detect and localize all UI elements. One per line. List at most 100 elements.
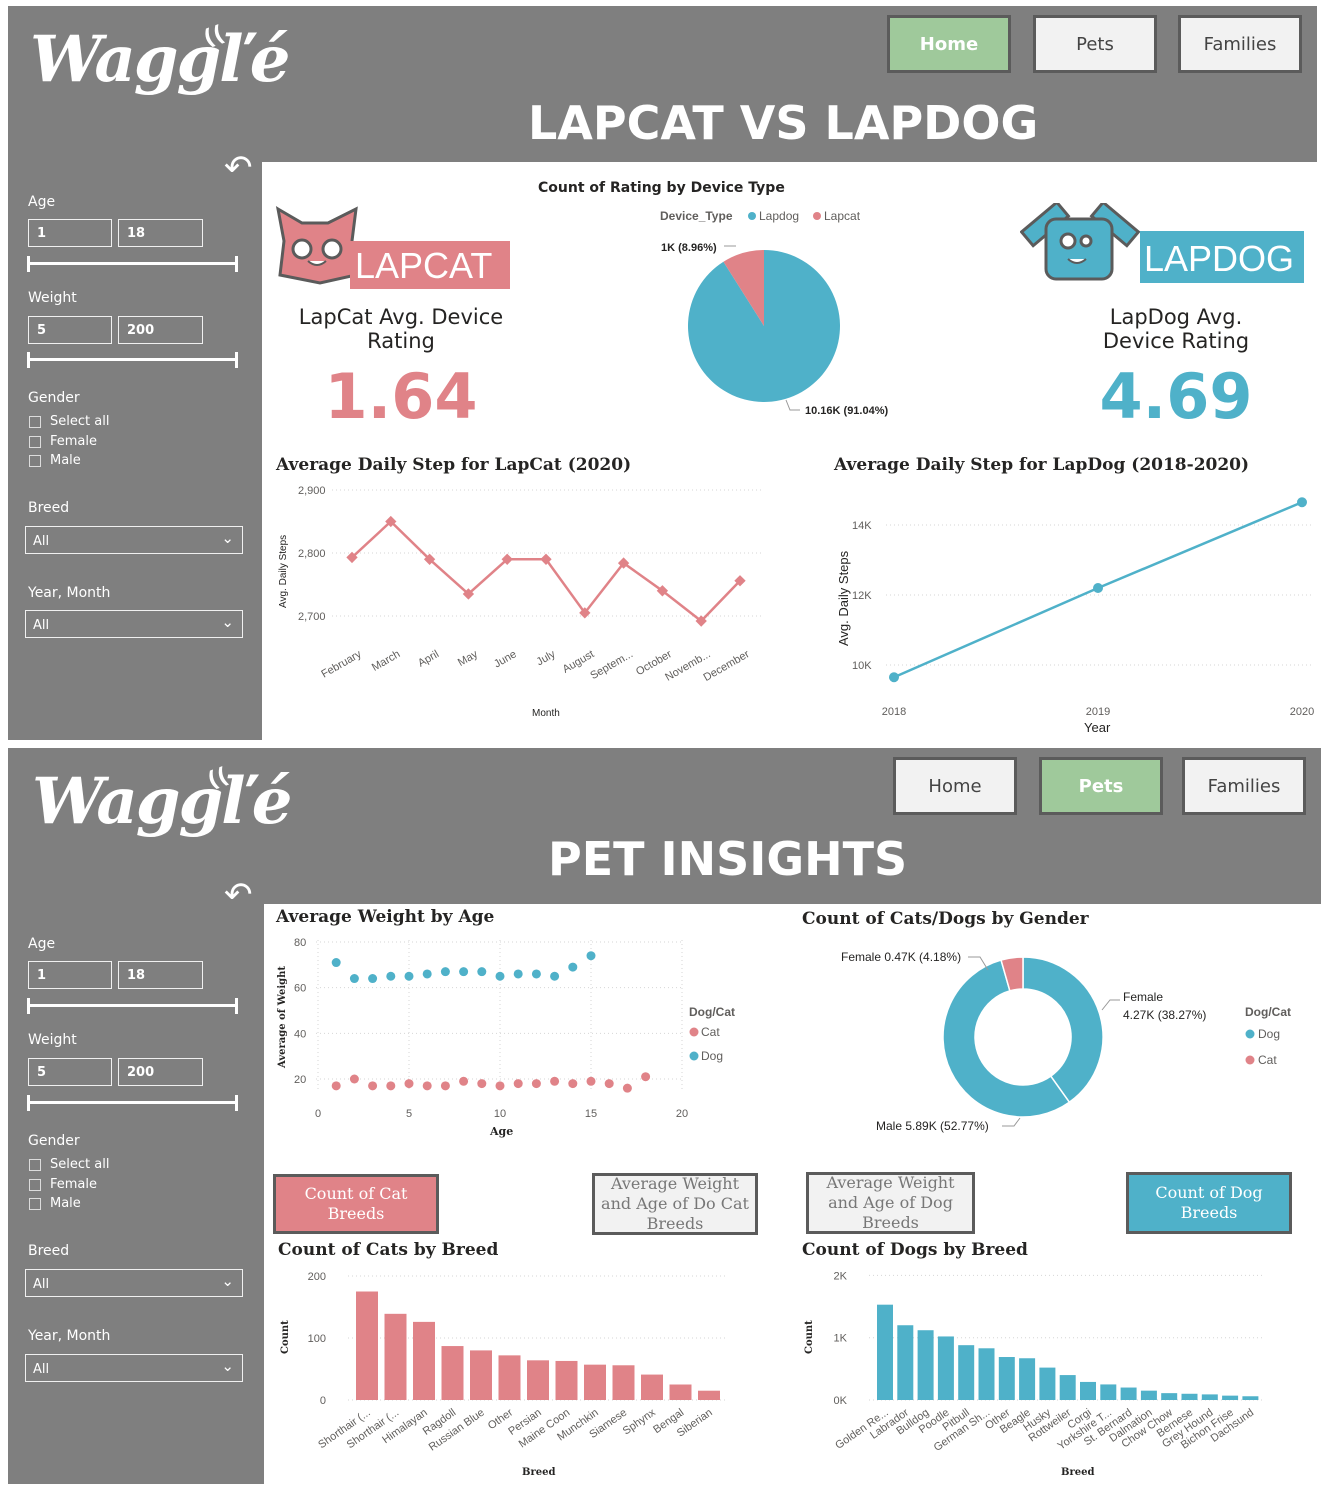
breed-dropdown[interactable]: All ⌄ — [25, 1269, 243, 1297]
dog-breed-bar — [1039, 1367, 1056, 1400]
x-tick-label: 0 — [315, 1108, 321, 1120]
nav-home-button[interactable]: Home — [887, 15, 1011, 73]
cat-point — [349, 1074, 359, 1084]
weight-max-input[interactable]: 200 — [118, 1058, 203, 1086]
yearmonth-dropdown[interactable]: All ⌄ — [25, 610, 243, 638]
weight-slider-handle-min[interactable] — [27, 1095, 30, 1111]
lapcat-steps-chart: 2,700 2,800 2,900 February March April May June… — [278, 485, 762, 719]
weight-min-input[interactable]: 5 — [28, 1058, 112, 1086]
cat-breed-bar — [584, 1364, 606, 1400]
scatter-legend-dog: Dog — [701, 1049, 723, 1063]
cat-breed-bar — [384, 1313, 407, 1400]
y-tick-label: 2,800 — [298, 548, 326, 560]
weight-filter-label: Weight — [28, 1032, 77, 1048]
lapcat-logo: LAPCAT — [275, 206, 510, 289]
dog-breed-bar — [1100, 1384, 1117, 1400]
cat-point — [404, 1079, 414, 1089]
lapdog-ylabel: Avg. Daily Steps — [836, 550, 851, 646]
breed-dropdown[interactable]: All ⌄ — [25, 526, 243, 554]
age-max-input[interactable]: 18 — [118, 961, 203, 989]
dog-breed-bar — [897, 1325, 914, 1400]
cat-point — [331, 1081, 341, 1091]
page-title: LAPCAT VS LAPDOG — [528, 96, 1039, 150]
lapcat-point — [617, 557, 630, 569]
dog-point — [440, 967, 450, 977]
cat-point — [604, 1079, 614, 1089]
gender-male-checkbox[interactable]: Male — [29, 453, 81, 468]
y-tick-label: 80 — [294, 937, 306, 949]
scatter-legend-cat: Cat — [701, 1025, 720, 1039]
donut-legend-title: Dog/Cat — [1245, 1005, 1291, 1019]
scatter-xlabel: Age — [489, 1125, 513, 1138]
gender-select-all-checkbox[interactable]: Select all — [29, 414, 109, 429]
cat-weight-age-button[interactable]: Average Weight and Age of Do Cat Breeds — [592, 1173, 758, 1235]
count-cat-breeds-button[interactable]: Count of Cat Breeds — [273, 1174, 439, 1234]
gender-female-checkbox[interactable]: Female — [29, 1177, 97, 1192]
nav-pets-button[interactable]: Pets — [1039, 757, 1163, 815]
weight-slider-handle-max[interactable] — [235, 1095, 238, 1111]
age-slider-handle-min[interactable] — [27, 256, 30, 272]
y-tick-label: 0 — [320, 1395, 326, 1407]
dog-breed-xlabel: Breed — [1061, 1467, 1094, 1478]
gender-female-checkbox[interactable]: Female — [29, 434, 97, 449]
nav-families-button[interactable]: Families — [1178, 15, 1302, 73]
pie-slice-lapcat — [723, 250, 764, 326]
weight-slider[interactable] — [28, 1101, 238, 1104]
lapcat-point — [385, 515, 397, 528]
scatter-ylabel: Average of Weight — [277, 966, 288, 1069]
age-slider-handle-max[interactable] — [235, 256, 238, 272]
x-tick-label: 20 — [676, 1108, 688, 1120]
cat-point — [477, 1079, 487, 1089]
weight-slider-handle-max[interactable] — [235, 352, 238, 368]
yearmonth-filter-label: Year, Month — [28, 585, 111, 601]
dog-point — [477, 967, 487, 977]
cat-point — [386, 1081, 396, 1091]
y-tick-label: 20 — [294, 1074, 306, 1086]
weight-max-input[interactable]: 200 — [118, 316, 203, 344]
nav-home-button[interactable]: Home — [893, 757, 1017, 815]
age-slider[interactable] — [28, 262, 238, 265]
back-arrow-icon[interactable]: ↶ — [224, 875, 253, 915]
y-tick-label: 100 — [308, 1333, 326, 1345]
gender-male-checkbox[interactable]: Male — [29, 1196, 81, 1211]
nav-families-button[interactable]: Families — [1182, 757, 1306, 815]
weight-slider[interactable] — [28, 358, 238, 361]
age-max-input[interactable]: 18 — [118, 219, 203, 247]
x-tick-label: April — [416, 648, 441, 669]
cat-breed-bar — [527, 1360, 549, 1400]
dog-weight-age-button[interactable]: Average Weight and Age of Dog Breeds — [806, 1172, 975, 1234]
cat-breed-bar — [470, 1350, 492, 1400]
age-min-input[interactable]: 1 — [28, 961, 112, 989]
dropdown-value: All — [33, 1362, 50, 1377]
dog-breed-bar — [1181, 1393, 1198, 1400]
x-tick-label: Septem... — [588, 648, 635, 682]
dog-point — [404, 971, 414, 981]
dog-breed-bar — [1201, 1394, 1218, 1400]
donut-slice-female-cat — [1000, 956, 1024, 992]
chevron-down-icon: ⌄ — [221, 1272, 234, 1290]
cat-breed-bar — [356, 1291, 378, 1400]
lapcat-steps-title: Average Daily Step for LapCat (2020) — [276, 455, 632, 475]
age-min-input[interactable]: 1 — [28, 219, 112, 247]
cat-point — [531, 1079, 541, 1089]
count-dog-breeds-button[interactable]: Count of Dog Breeds — [1126, 1172, 1292, 1234]
age-slider-handle-max[interactable] — [235, 998, 238, 1014]
weight-slider-handle-min[interactable] — [27, 352, 30, 368]
x-tick-label: 2018 — [882, 706, 906, 718]
gender-select-all-checkbox[interactable]: Select all — [29, 1157, 109, 1172]
x-tick-label: May — [456, 648, 480, 669]
cat-breed-bar — [612, 1365, 635, 1400]
back-arrow-icon[interactable]: ↶ — [224, 148, 253, 188]
x-tick-label: February — [319, 648, 364, 681]
cat-point — [459, 1076, 469, 1086]
cat-breed-bar — [413, 1321, 435, 1400]
yearmonth-dropdown[interactable]: All ⌄ — [25, 1354, 243, 1382]
weight-min-input[interactable]: 5 — [28, 316, 112, 344]
age-slider-handle-min[interactable] — [27, 998, 30, 1014]
dog-face-icon — [1044, 217, 1114, 281]
cat-breed-bar — [498, 1355, 521, 1400]
lapdog-kpi-label: LapDog Avg. Device Rating — [1102, 305, 1250, 353]
nav-pets-button[interactable]: Pets — [1033, 15, 1157, 73]
age-slider[interactable] — [28, 1004, 238, 1007]
legend-swatch-cat — [689, 1027, 699, 1037]
